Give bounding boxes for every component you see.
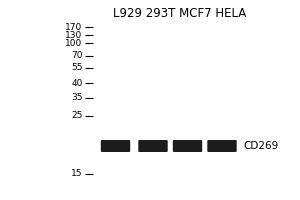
FancyBboxPatch shape <box>207 140 237 152</box>
Text: 35: 35 <box>71 94 82 102</box>
Text: 40: 40 <box>71 78 82 88</box>
Text: 25: 25 <box>71 112 82 120</box>
Text: 15: 15 <box>71 170 82 178</box>
Text: 100: 100 <box>65 38 83 47</box>
Text: L929 293T MCF7 HELA: L929 293T MCF7 HELA <box>113 7 247 20</box>
FancyBboxPatch shape <box>173 140 202 152</box>
Text: 70: 70 <box>71 51 82 60</box>
FancyBboxPatch shape <box>101 140 130 152</box>
FancyBboxPatch shape <box>138 140 168 152</box>
Text: 55: 55 <box>71 64 82 72</box>
Text: CD269: CD269 <box>243 141 278 151</box>
Text: 130: 130 <box>65 30 83 40</box>
Text: 170: 170 <box>65 22 83 31</box>
